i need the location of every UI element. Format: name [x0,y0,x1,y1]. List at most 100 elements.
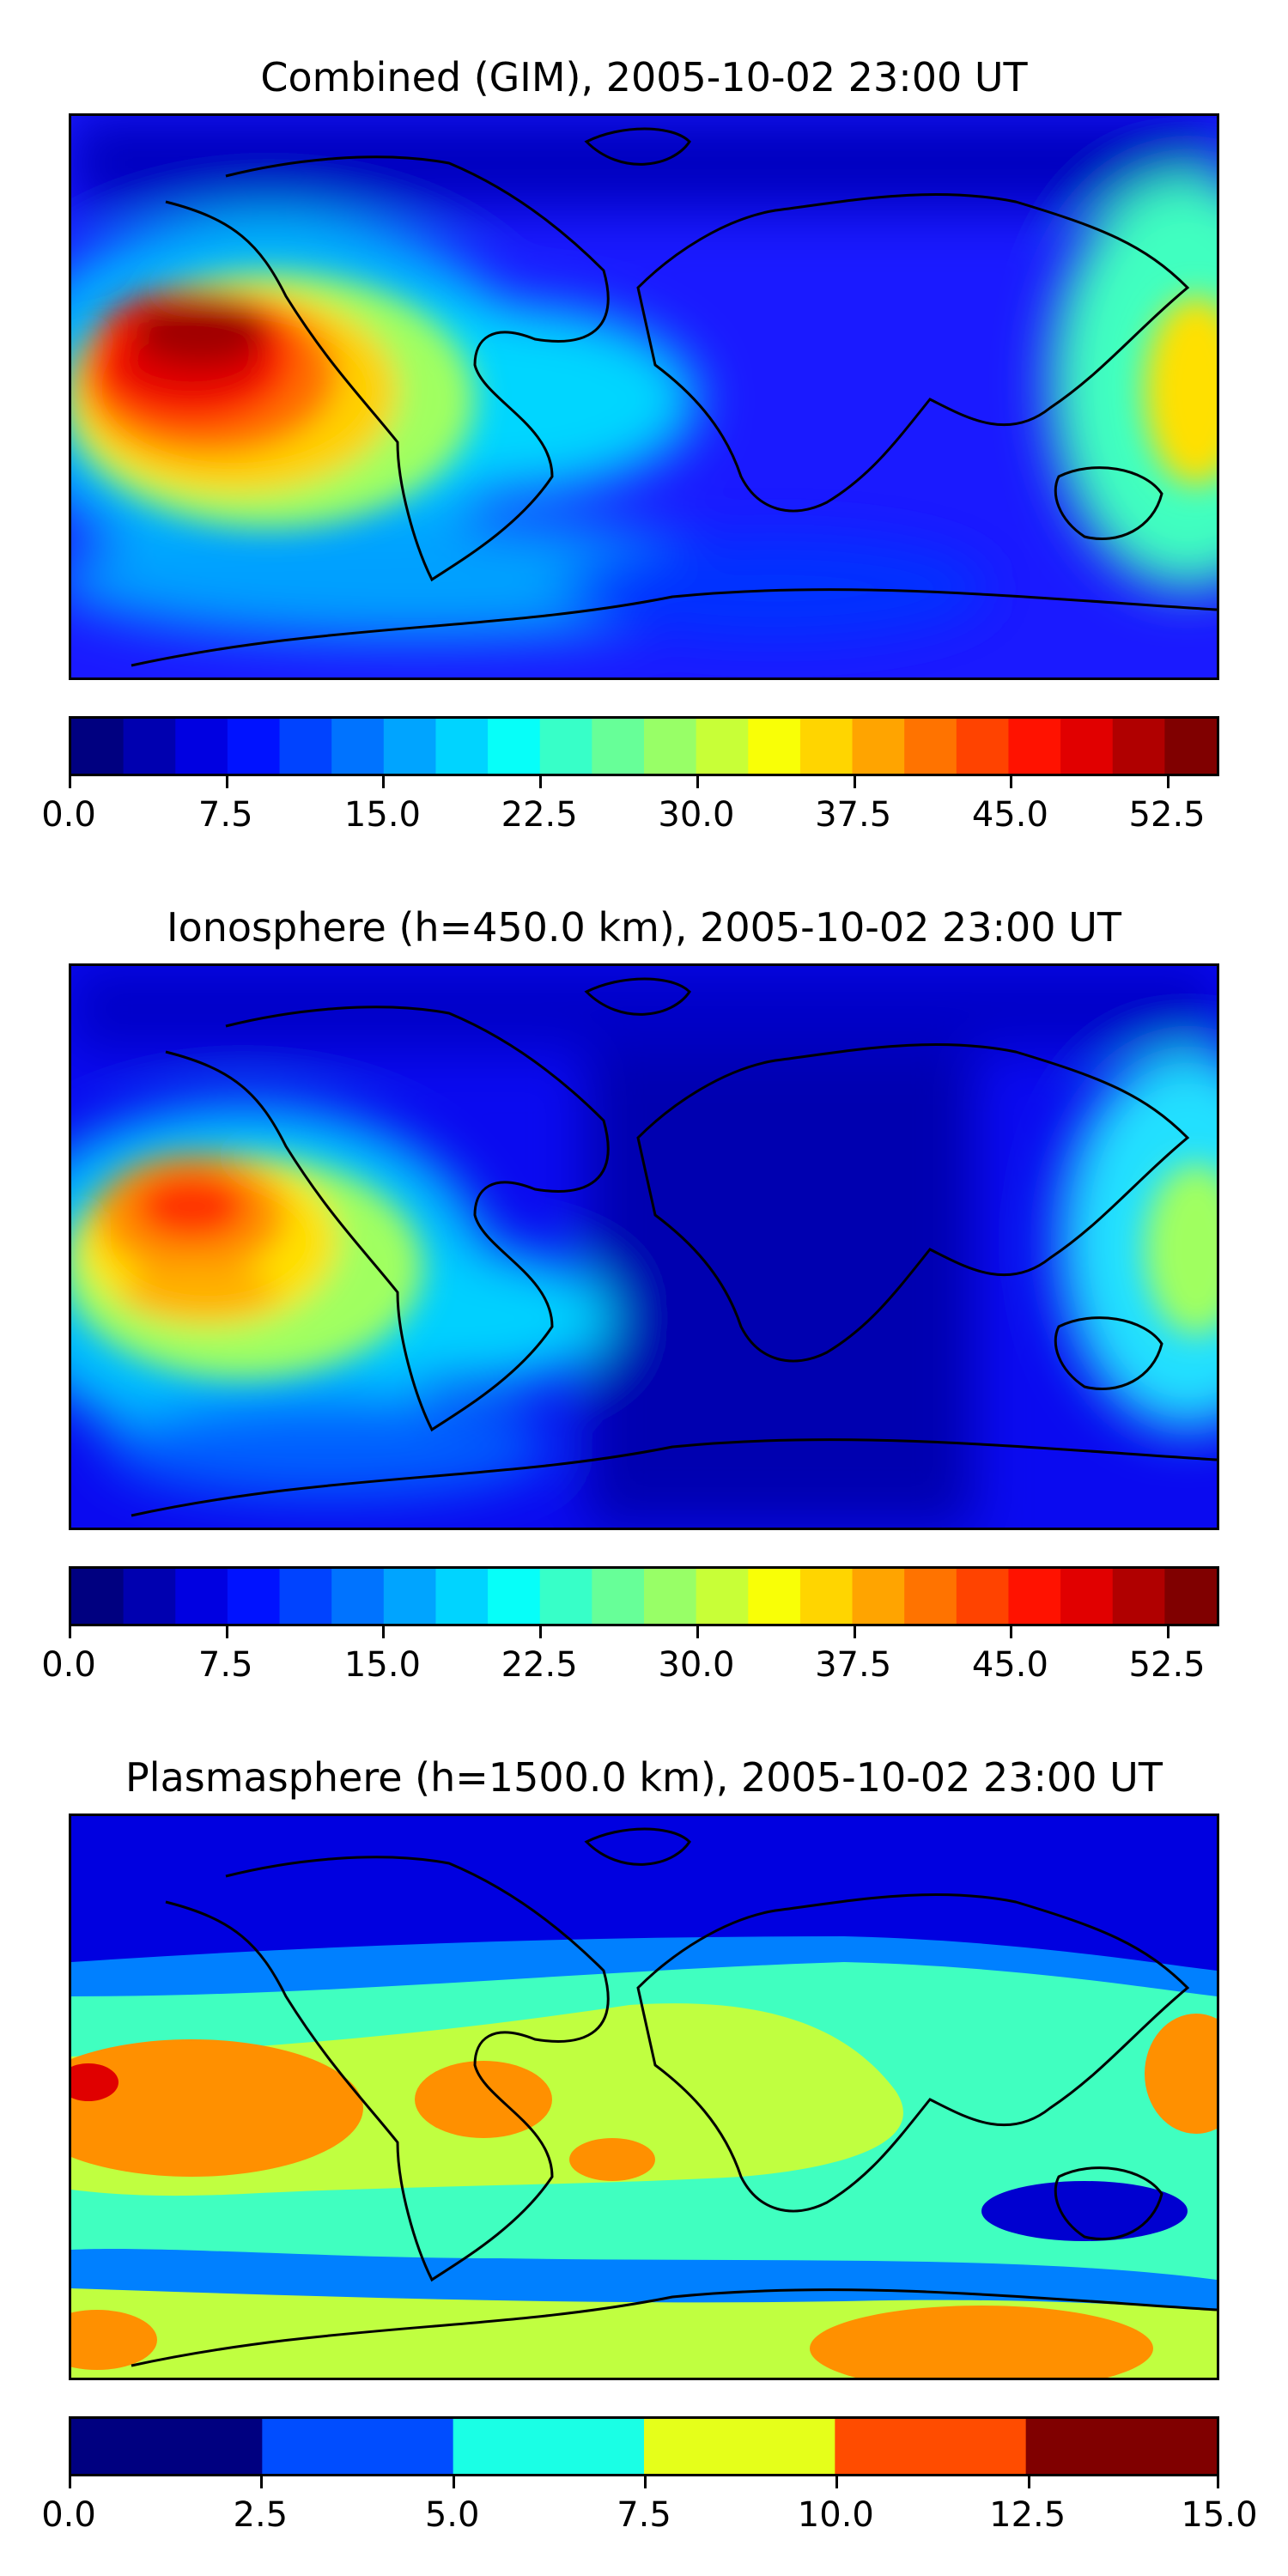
colorbar-tick-label: 2.5 [233,2495,289,2535]
panel-1-title: Combined (GIM), 2005-10-02 23:00 UT [260,54,1028,100]
colorbar-tick-label: 0.0 [41,795,96,835]
panel-1-colorbar [69,716,1219,776]
panel-2-colorbar-ticks: 0.0 7.5 15.0 22.5 30.0 37.5 45.0 52.5 [41,1626,1219,1685]
colorbar-tick-label: 37.5 [815,1645,892,1685]
colorbar-segment [71,1569,125,1624]
colorbar-tick-label: 10.0 [797,2495,874,2535]
colorbar-segment [1008,719,1061,774]
colorbar-tick-mark [644,2476,647,2488]
panel-3-map [69,1814,1219,2380]
colorbar-segment [835,2419,1027,2474]
colorbar-segment [1025,2419,1217,2474]
panel-1-colorbar-svg [71,719,1217,774]
colorbar-tick-label: 22.5 [501,1645,578,1685]
panel-1-map-svg [71,116,1217,677]
colorbar-tick-label: 52.5 [1128,1645,1206,1685]
colorbar-segment [175,1569,228,1624]
colorbar-tick-label: 45.0 [971,1645,1048,1685]
colorbar-tick-mark [260,2476,264,2488]
panel-2-map-svg [71,966,1217,1528]
colorbar-segment [331,719,385,774]
panel-2-title: Ionosphere (h=450.0 km), 2005-10-02 23:0… [167,904,1121,951]
panel-2-colorbar [69,1566,1219,1626]
colorbar-segment [383,719,437,774]
panel-1-colorbar-ticks: 0.0 7.5 15.0 22.5 30.0 37.5 45.0 52.5 [41,776,1219,835]
colorbar-tick-mark [539,1626,543,1638]
panel-2-peaks [71,1155,1217,1378]
colorbar-segment [592,1569,645,1624]
colorbar-tick-mark [1167,776,1170,788]
panel-3-coastlines [131,1827,1217,2367]
colorbar-tick-label: 7.5 [197,795,253,835]
panel-3-map-svg [71,1816,1217,2378]
colorbar-segment [1060,719,1114,774]
colorbar-segment [644,719,697,774]
colorbar-tick-mark [225,776,228,788]
colorbar-segment [748,1569,801,1624]
colorbar-tick-mark [1010,776,1013,788]
colorbar-tick-label: 22.5 [501,795,578,835]
colorbar-segment [748,719,801,774]
colorbar-tick-mark [696,1626,699,1638]
panel-3-title: Plasmasphere (h=1500.0 km), 2005-10-02 2… [125,1754,1163,1801]
colorbar-tick-label: 37.5 [815,795,892,835]
panel-1-coastlines [131,127,1217,667]
colorbar-segment [227,1569,281,1624]
panel-3-colorbar-svg [71,2419,1217,2474]
colorbar-segment [227,719,281,774]
colorbar-segment [175,719,228,774]
colorbar-segment [123,1569,176,1624]
colorbar-tick-mark [1010,1626,1013,1638]
colorbar-segment [904,1569,957,1624]
colorbar-segment [71,2419,263,2474]
colorbar-tick-mark [1217,2476,1219,2488]
panel-3-colorbar [69,2416,1219,2476]
colorbar-tick-mark [835,2476,839,2488]
colorbar-tick-mark [1167,1626,1170,1638]
colorbar-segment [852,719,905,774]
colorbar-segment [453,2419,645,2474]
colorbar-segment [279,719,332,774]
colorbar-segment [123,719,176,774]
colorbar-segment [539,1569,592,1624]
colorbar-segment [696,719,749,774]
panel-1-map [69,113,1219,680]
colorbar-tick-label: 30.0 [658,795,735,835]
colorbar-tick-mark [382,1626,386,1638]
colorbar-tick-mark [69,776,71,788]
panel-3-colorbar-ticks: 0.0 2.5 5.0 7.5 10.0 12.5 15.0 [41,2476,1258,2535]
colorbar-segment [852,1569,905,1624]
colorbar-segment [435,1569,489,1624]
colorbar-tick-label: 5.0 [424,2495,480,2535]
colorbar-tick-label: 15.0 [1181,2495,1258,2535]
panel-2-colorbar-svg [71,1569,1217,1624]
colorbar-segment [956,719,1010,774]
colorbar-tick-label: 7.5 [617,2495,671,2535]
colorbar-segment [383,1569,437,1624]
colorbar-tick-mark [539,776,543,788]
colorbar-tick-label: 15.0 [343,1645,421,1685]
colorbar-tick-label: 7.5 [197,1645,253,1685]
colorbar-tick-label: 15.0 [343,795,421,835]
colorbar-segment [799,719,854,774]
colorbar-segment [1164,719,1217,774]
colorbar-tick-mark [452,2476,455,2488]
panel-3-field [71,1936,1217,2378]
panel-1-peaks [71,270,1217,528]
colorbar-tick-mark [853,776,856,788]
colorbar-tick-mark [853,1626,856,1638]
colorbar-tick-mark [696,776,699,788]
colorbar-segment [331,1569,385,1624]
colorbar-segment [904,719,957,774]
colorbar-segment [279,1569,332,1624]
colorbar-tick-label: 52.5 [1128,795,1206,835]
colorbar-segment [696,1569,749,1624]
colorbar-segment [592,719,645,774]
colorbar-segment [539,719,592,774]
colorbar-tick-label: 0.0 [41,1645,96,1685]
colorbar-tick-mark [69,2476,71,2488]
colorbar-tick-mark [225,1626,228,1638]
panel-2-coastlines [131,977,1217,1517]
colorbar-tick-label: 12.5 [989,2495,1066,2535]
colorbar-segment [1060,1569,1114,1624]
